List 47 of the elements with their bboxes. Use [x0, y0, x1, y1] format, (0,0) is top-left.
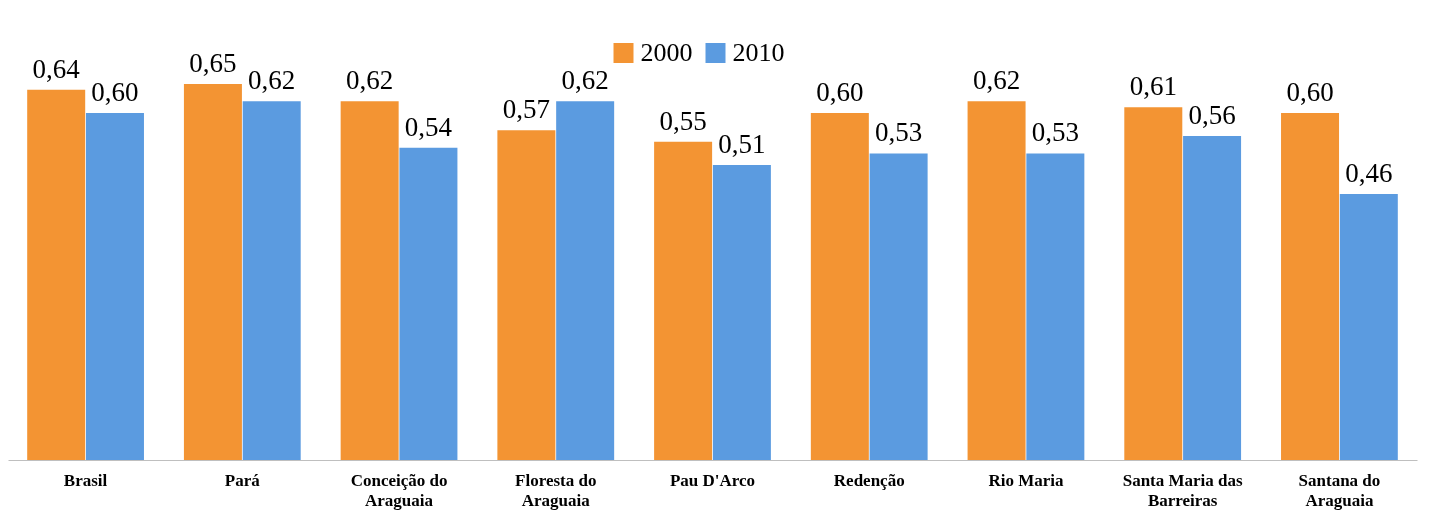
- data-label: 0,60: [816, 76, 864, 107]
- x-tick-label: Santana do Araguaia: [1298, 470, 1381, 510]
- bar: [183, 84, 242, 460]
- bar: [810, 112, 869, 460]
- bar: [27, 89, 86, 460]
- bar: [1183, 136, 1242, 460]
- bar: [1339, 193, 1398, 460]
- bar: [712, 164, 771, 460]
- bar: [869, 153, 928, 460]
- data-label: 0,55: [659, 105, 707, 136]
- x-tick-label: Brasil: [63, 470, 108, 490]
- bar: [1281, 112, 1340, 460]
- bar: [654, 141, 713, 460]
- data-label: 0,62: [561, 65, 609, 96]
- x-tick-label: Rio Maria: [988, 470, 1064, 490]
- bar: [340, 101, 399, 460]
- bar: [556, 101, 615, 460]
- data-label: 0,60: [1286, 76, 1334, 107]
- data-label: 0,62: [248, 65, 296, 96]
- legend-label: 2010: [732, 38, 785, 67]
- data-label: 0,61: [1129, 71, 1177, 102]
- bar: [1026, 153, 1085, 460]
- bar: [242, 101, 301, 460]
- data-label: 0,64: [32, 53, 81, 84]
- data-label: 0,60: [91, 76, 139, 107]
- legend-label: 2000: [640, 38, 693, 67]
- bar: [967, 101, 1026, 460]
- data-label: 0,51: [718, 128, 766, 159]
- bar: [1124, 107, 1183, 460]
- data-label: 0,53: [1031, 117, 1079, 148]
- x-tick-label: Conceição do Araguaia: [350, 470, 448, 510]
- bar: [497, 130, 556, 460]
- x-tick-label: Floresta do Araguaia: [515, 470, 597, 510]
- x-tick-label: Santa Maria das Barreiras: [1122, 470, 1244, 510]
- data-label: 0,53: [874, 117, 923, 148]
- data-label: 0,57: [502, 94, 551, 125]
- bar: [399, 147, 458, 460]
- data-label: 0,46: [1345, 157, 1393, 188]
- bar: [85, 112, 144, 460]
- data-label: 0,65: [189, 48, 237, 78]
- data-label: 0,62: [346, 65, 394, 96]
- x-tick-label: Pau D'Arco: [669, 470, 756, 490]
- data-label: 0,56: [1188, 100, 1236, 131]
- x-tick-label: Redenção: [833, 470, 905, 490]
- x-tick-label: Pará: [224, 470, 261, 490]
- data-label: 0,62: [972, 65, 1021, 96]
- data-label: 0,54: [404, 111, 453, 142]
